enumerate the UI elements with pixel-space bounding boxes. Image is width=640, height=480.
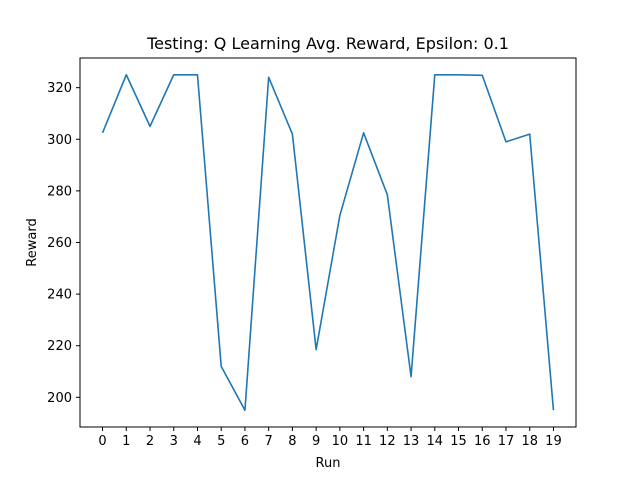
x-tick-label: 1 bbox=[122, 434, 130, 449]
x-tick-label: 19 bbox=[545, 434, 562, 449]
series-layer bbox=[101, 73, 555, 412]
x-axis-ticks: 0 1 2 3 4 5 6 7 8 9 10 11 12 13 14 15 16 17 18 19 bbox=[98, 427, 562, 449]
x-tick-label: 16 bbox=[474, 434, 491, 449]
y-axis-ticks: 200 220 240 260 280 300 320 bbox=[47, 81, 80, 406]
x-axis-label: Run bbox=[316, 456, 341, 471]
x-tick-label: 6 bbox=[241, 434, 249, 449]
x-tick-label: 11 bbox=[355, 434, 372, 449]
x-tick-label: 12 bbox=[379, 434, 396, 449]
x-tick-label: 4 bbox=[193, 434, 201, 449]
y-tick-label: 320 bbox=[47, 81, 72, 96]
x-tick-label: 2 bbox=[146, 434, 154, 449]
y-tick-label: 280 bbox=[47, 184, 72, 199]
x-tick-label: 0 bbox=[98, 434, 106, 449]
x-tick-label: 7 bbox=[265, 434, 273, 449]
x-tick-label: 8 bbox=[288, 434, 296, 449]
x-tick-label: 3 bbox=[170, 434, 178, 449]
x-tick-label: 17 bbox=[498, 434, 515, 449]
y-axis-label: Reward bbox=[25, 218, 40, 266]
chart-title: Testing: Q Learning Avg. Reward, Epsilon… bbox=[146, 34, 509, 53]
x-tick-label: 10 bbox=[332, 434, 349, 449]
plot-area bbox=[80, 58, 576, 427]
y-tick-label: 240 bbox=[47, 288, 72, 303]
x-tick-label: 15 bbox=[450, 434, 467, 449]
series-line bbox=[101, 73, 555, 412]
x-tick-label: 5 bbox=[217, 434, 225, 449]
x-tick-label: 14 bbox=[427, 434, 444, 449]
y-tick-label: 200 bbox=[47, 391, 72, 406]
y-tick-label: 300 bbox=[47, 133, 72, 148]
y-tick-label: 220 bbox=[47, 339, 72, 354]
y-tick-label: 260 bbox=[47, 236, 72, 251]
x-tick-label: 9 bbox=[312, 434, 320, 449]
plot-frame bbox=[79, 57, 577, 428]
x-tick-label: 13 bbox=[403, 434, 420, 449]
x-tick-label: 18 bbox=[521, 434, 538, 449]
